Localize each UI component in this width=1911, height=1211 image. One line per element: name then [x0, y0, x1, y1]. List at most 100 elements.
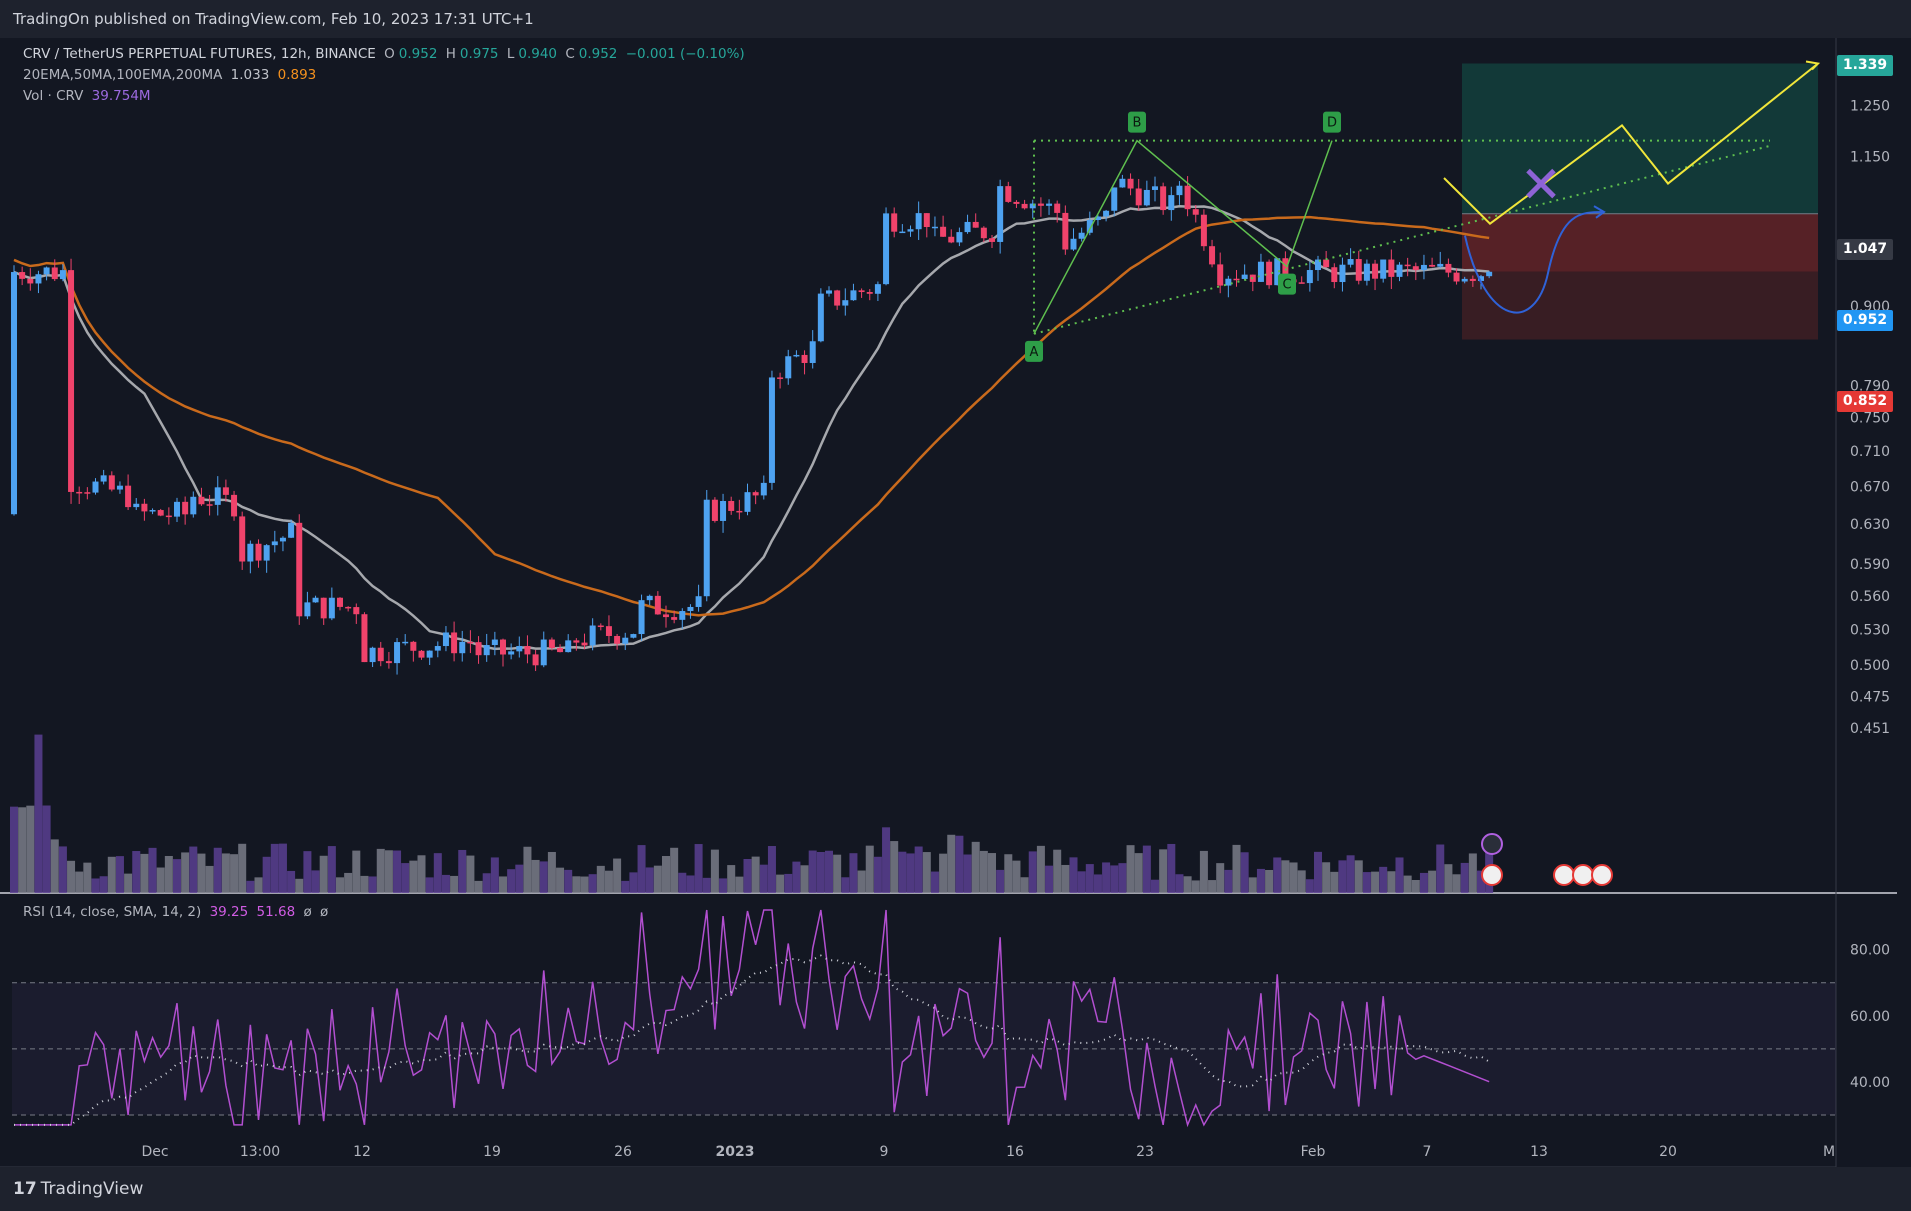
volume-bar — [352, 850, 361, 893]
economic-events[interactable] — [1481, 833, 1613, 886]
volume-bar — [368, 876, 377, 893]
rsi-legend[interactable]: RSI (14, close, SMA, 14, 2) 39.25 51.68 … — [23, 904, 332, 920]
volume-bar — [474, 880, 483, 893]
candle-body — [1209, 246, 1216, 265]
candle-body — [1062, 212, 1069, 250]
split-event-icon — [1481, 833, 1503, 855]
volume-bar — [181, 852, 190, 893]
volume-bar — [1477, 870, 1485, 893]
volume-bar — [1379, 866, 1388, 893]
candle-body — [940, 226, 947, 237]
candle-body — [581, 642, 588, 646]
candle-body — [997, 186, 1004, 242]
symbol-legend[interactable]: CRV / TetherUS PERPETUAL FUTURES, 12h, B… — [23, 46, 749, 62]
time-tick-label: 12 — [353, 1144, 371, 1160]
volume-bar — [873, 856, 882, 893]
time-tick-label: 16 — [1006, 1144, 1024, 1160]
candle-body — [1241, 274, 1248, 279]
candle-body — [255, 543, 262, 561]
time-tick-label: 23 — [1136, 1144, 1154, 1160]
volume-bar — [10, 806, 18, 893]
volume-bar — [1371, 871, 1380, 893]
time-axis[interactable]: Dec 13:00 12 19 26 2023 9 16 23 Feb 7 13 20 M — [141, 1144, 1835, 1160]
volume-bar — [441, 874, 450, 893]
ma-legend[interactable]: 20EMA,50MA,100EMA,200MA 1.033 0.893 — [23, 67, 320, 83]
candle-body — [43, 267, 50, 275]
price-tick-label: 0.590 — [1850, 557, 1890, 573]
candle-body — [59, 270, 66, 280]
volume-bar — [1338, 860, 1347, 893]
candle-body — [573, 640, 580, 643]
volume-bar — [1004, 854, 1013, 893]
volume-bar — [376, 848, 385, 893]
candle-body — [51, 267, 58, 280]
candle-body — [866, 292, 873, 294]
volume-bar — [1232, 844, 1241, 893]
volume-bar — [588, 874, 597, 893]
volume-bar — [963, 854, 972, 893]
volume-bar — [735, 876, 744, 893]
rsi-tick-label: 60.00 — [1850, 1009, 1890, 1025]
candle-body — [1184, 185, 1191, 210]
pattern-point-label: B — [1133, 116, 1142, 131]
close-label: C — [565, 46, 575, 62]
candle-body — [1217, 264, 1224, 286]
candle-body — [1078, 232, 1085, 239]
candle-body — [206, 504, 213, 506]
candle-body — [11, 272, 17, 515]
volume-bar — [1460, 862, 1469, 893]
candle-body — [1257, 261, 1264, 282]
volume-bar — [816, 851, 825, 893]
candle-body — [27, 278, 34, 284]
candle-body — [1086, 220, 1093, 233]
candle-body — [385, 661, 392, 664]
volume-bar — [1305, 879, 1314, 893]
open-value: 0.952 — [398, 46, 438, 62]
candle-body — [548, 639, 555, 649]
candle-body — [1233, 278, 1240, 281]
candle-body — [720, 500, 727, 521]
candle-body — [736, 510, 743, 513]
candle-body — [1143, 189, 1150, 206]
volume-bar — [26, 805, 35, 893]
volume-bar — [1330, 871, 1339, 893]
volume-legend[interactable]: Vol · CRV 39.754M — [23, 88, 155, 104]
tradingview-logo[interactable]: 17 TradingView — [13, 1179, 143, 1199]
volume-bar — [1395, 857, 1404, 893]
candle-body — [361, 614, 368, 663]
volume-bar — [906, 853, 915, 893]
candle-body — [68, 270, 75, 492]
volume-bar — [686, 875, 695, 893]
volume-bar — [670, 847, 679, 893]
candle-body — [263, 545, 270, 561]
ma-label: 20EMA,50MA,100EMA,200MA — [23, 67, 223, 83]
candle-body — [1111, 187, 1118, 211]
pattern-point-label: A — [1030, 345, 1039, 360]
candle-body — [328, 597, 335, 619]
candle-body — [1404, 264, 1411, 267]
price-axis[interactable]: 1.2501.1500.9000.7900.7500.7100.6700.630… — [1850, 98, 1890, 1090]
candle-body — [369, 647, 376, 663]
volume-bar — [466, 855, 475, 893]
ma-line — [13, 215, 1490, 617]
candle-body — [622, 637, 629, 644]
volume-bar — [1045, 865, 1054, 893]
candle-body — [214, 487, 221, 505]
candle-body — [304, 602, 311, 617]
candle-body — [442, 632, 449, 647]
last-price-tag: 0.952 — [1837, 310, 1893, 331]
volume-bar — [393, 850, 402, 893]
candle-body — [768, 377, 775, 483]
volume-bar — [384, 850, 393, 893]
candle-body — [182, 501, 189, 515]
volume-bar — [132, 851, 141, 893]
rsi-tick-label: 40.00 — [1850, 1075, 1890, 1091]
candle-body — [850, 290, 857, 301]
candle-body — [834, 290, 841, 306]
candle-body — [125, 485, 132, 508]
candle-body — [915, 213, 922, 230]
time-tick-label: 13:00 — [240, 1144, 280, 1160]
volume-bar — [882, 827, 891, 893]
volume-bar — [784, 873, 793, 893]
